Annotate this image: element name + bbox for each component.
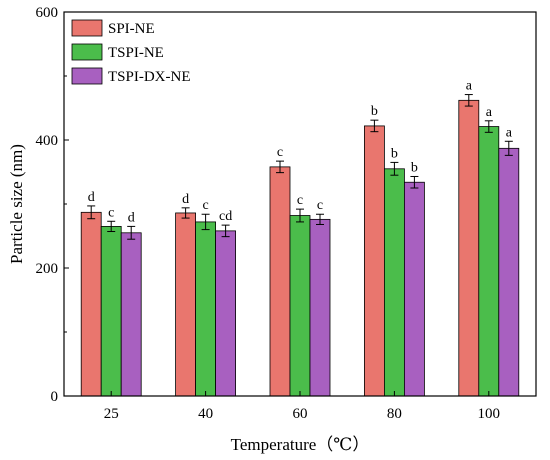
x-axis-title: Temperature（℃） bbox=[231, 435, 370, 454]
significance-label: a bbox=[506, 125, 513, 140]
bar-spi-ne-25 bbox=[80, 211, 102, 397]
significance-label: cd bbox=[219, 209, 232, 224]
bar-tspi-ne-100 bbox=[478, 126, 500, 397]
bar-spi-ne-100 bbox=[458, 99, 480, 397]
bar-tspi-ne-60 bbox=[289, 215, 311, 397]
significance-label: a bbox=[466, 79, 473, 94]
significance-label: c bbox=[297, 193, 303, 208]
bar-spi-ne-80 bbox=[363, 125, 385, 397]
bar-tspi-dx-ne-80 bbox=[403, 181, 425, 397]
bar-spi-ne-40 bbox=[175, 212, 197, 397]
x-tick-label: 25 bbox=[104, 406, 119, 422]
bar-tspi-ne-25 bbox=[100, 225, 122, 397]
legend-label: TSPI-NE bbox=[108, 45, 164, 61]
y-axis: 0 200 400 600 bbox=[36, 5, 69, 405]
y-axis-title: Particle size (nm) bbox=[7, 144, 26, 264]
x-tick-label: 80 bbox=[387, 406, 402, 422]
legend-label: TSPI-DX-NE bbox=[108, 69, 191, 85]
y-tick-label: 0 bbox=[51, 389, 59, 405]
error-bars-layer bbox=[87, 94, 513, 240]
legend-swatch-tspi-dx-ne bbox=[71, 67, 103, 85]
significance-label: b bbox=[411, 160, 418, 175]
bar-tspi-ne-80 bbox=[383, 168, 405, 397]
significance-label: c bbox=[202, 198, 208, 213]
legend: SPI-NE TSPI-NE TSPI-DX-NE bbox=[71, 19, 191, 85]
y-tick-label: 200 bbox=[36, 261, 59, 277]
x-axis: 25 40 60 80 100 bbox=[104, 391, 500, 422]
bar-spi-ne-60 bbox=[269, 166, 291, 397]
x-tick-label: 60 bbox=[293, 406, 308, 422]
bars-layer bbox=[80, 99, 520, 397]
significance-label: d bbox=[128, 210, 135, 225]
bar-tspi-ne-40 bbox=[195, 221, 217, 397]
bar-tspi-dx-ne-40 bbox=[215, 230, 237, 397]
legend-swatch-spi-ne bbox=[71, 19, 103, 37]
significance-label: b bbox=[371, 104, 378, 119]
significance-label: d bbox=[182, 192, 189, 207]
significance-label: c bbox=[108, 205, 114, 220]
bar-tspi-dx-ne-25 bbox=[120, 232, 142, 397]
significance-label: c bbox=[317, 198, 323, 213]
significance-label: d bbox=[88, 190, 95, 205]
y-tick-label: 400 bbox=[36, 133, 59, 149]
significance-label: b bbox=[391, 146, 398, 161]
significance-label: a bbox=[486, 105, 493, 120]
y-tick-label: 600 bbox=[36, 5, 59, 21]
significance-label: c bbox=[277, 145, 283, 160]
bar-tspi-dx-ne-60 bbox=[309, 218, 331, 397]
x-tick-label: 100 bbox=[478, 406, 501, 422]
legend-swatch-tspi-ne bbox=[71, 43, 103, 61]
legend-label: SPI-NE bbox=[108, 21, 155, 37]
x-tick-label: 40 bbox=[198, 406, 213, 422]
bar-tspi-dx-ne-100 bbox=[498, 147, 520, 397]
